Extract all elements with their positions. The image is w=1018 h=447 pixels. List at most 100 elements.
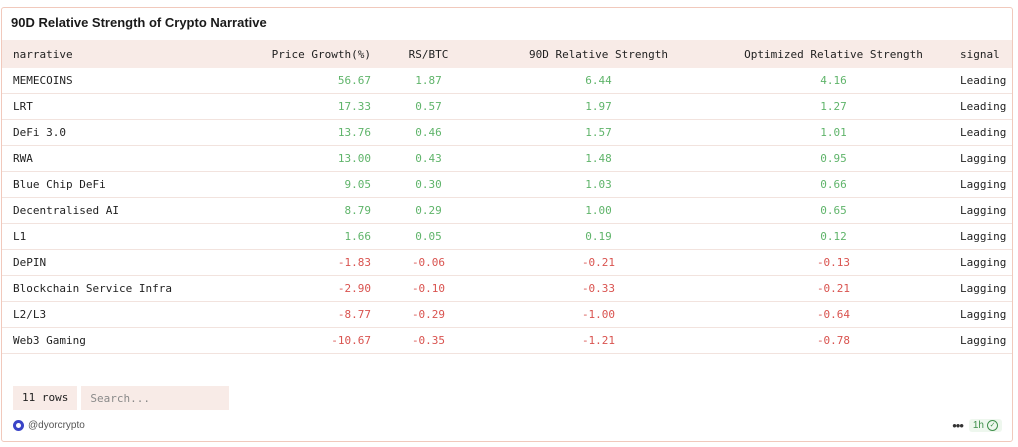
cell-signal: Lagging — [960, 308, 1007, 321]
cell-signal: Lagging — [960, 282, 1007, 295]
author-link[interactable]: @dyorcrypto — [13, 420, 85, 431]
cell-narrative: LRT — [13, 100, 33, 113]
results-table: narrative Price Growth(%) RS/BTC 90D Rel… — [2, 40, 1012, 354]
table-row[interactable]: Blue Chip DeFi 9.05 0.30 1.03 0.66 Lagging — [2, 172, 1012, 198]
cell-90d-relative-strength: -1.00 — [581, 308, 616, 321]
cell-90d-relative-strength: 1.97 — [585, 100, 612, 113]
cell-optimized-relative-strength: 1.01 — [820, 126, 847, 139]
cell-price-growth: -10.67 — [331, 334, 371, 347]
refresh-interval-label: 1h — [972, 420, 984, 431]
cell-signal: Lagging — [960, 152, 1007, 165]
cell-signal: Lagging — [960, 334, 1007, 347]
avatar — [13, 420, 24, 431]
column-header-narrative[interactable]: narrative — [13, 47, 73, 61]
author-name: @dyorcrypto — [28, 420, 85, 431]
cell-90d-relative-strength: 0.19 — [585, 230, 612, 243]
table-row[interactable]: RWA 13.00 0.43 1.48 0.95 Lagging — [2, 146, 1012, 172]
table-footer-controls: 11 rows — [13, 386, 230, 410]
table-row[interactable]: L1 1.66 0.05 0.19 0.12 Lagging — [2, 224, 1012, 250]
cell-signal: Lagging — [960, 204, 1007, 217]
cell-rs-btc: 0.29 — [415, 204, 442, 217]
check-circle-icon: ✓ — [987, 420, 998, 431]
column-header-90d-relative-strength[interactable]: 90D Relative Strength — [528, 47, 669, 61]
cell-price-growth: 56.67 — [337, 74, 371, 87]
table-body: MEMECOINS 56.67 1.87 6.44 4.16 Leading LRT 17.3… — [2, 68, 1012, 354]
cell-90d-relative-strength: -1.21 — [581, 334, 616, 347]
cell-rs-btc: 0.43 — [415, 152, 442, 165]
column-header-rs-btc[interactable]: RS/BTC — [408, 47, 449, 61]
cell-narrative: RWA — [13, 152, 33, 165]
table-row[interactable]: DePIN -1.83 -0.06 -0.21 -0.13 Lagging — [2, 250, 1012, 276]
cell-narrative: MEMECOINS — [13, 74, 73, 87]
cell-90d-relative-strength: 6.44 — [585, 74, 612, 87]
cell-rs-btc: 0.46 — [415, 126, 442, 139]
cell-price-growth: 9.05 — [344, 178, 372, 191]
cell-90d-relative-strength: 1.57 — [585, 126, 612, 139]
ellipsis-icon[interactable]: ••• — [952, 418, 964, 433]
table-row[interactable]: MEMECOINS 56.67 1.87 6.44 4.16 Leading — [2, 68, 1012, 94]
cell-price-growth: 1.66 — [344, 230, 372, 243]
cell-signal: Lagging — [960, 230, 1007, 243]
cell-signal: Lagging — [960, 256, 1007, 269]
cell-narrative: Blue Chip DeFi — [13, 178, 106, 191]
cell-narrative: L1 — [13, 230, 27, 243]
table-row[interactable]: LRT 17.33 0.57 1.97 1.27 Leading — [2, 94, 1012, 120]
cell-rs-btc: -0.35 — [411, 334, 446, 347]
cell-price-growth: -8.77 — [337, 308, 371, 321]
row-count-badge: 11 rows — [13, 386, 78, 410]
cell-narrative: Decentralised AI — [13, 204, 119, 217]
cell-optimized-relative-strength: 0.65 — [820, 204, 847, 217]
cell-signal: Leading — [960, 74, 1007, 87]
table-header-row: narrative Price Growth(%) RS/BTC 90D Rel… — [2, 40, 1012, 68]
column-header-optimized-relative-strength[interactable]: Optimized Relative Strength — [744, 47, 923, 61]
cell-price-growth: -1.83 — [337, 256, 371, 269]
table-row[interactable]: DeFi 3.0 13.76 0.46 1.57 1.01 Leading — [2, 120, 1012, 146]
cell-price-growth: 13.00 — [337, 152, 371, 165]
cell-rs-btc: 0.30 — [415, 178, 442, 191]
cell-rs-btc: 0.05 — [415, 230, 442, 243]
table-row[interactable]: Decentralised AI 8.79 0.29 1.00 0.65 Lagging — [2, 198, 1012, 224]
cell-90d-relative-strength: -0.33 — [581, 282, 616, 295]
column-header-signal[interactable]: signal — [960, 47, 1000, 61]
cell-signal: Lagging — [960, 178, 1007, 191]
cell-narrative: Blockchain Service Infra — [13, 282, 172, 295]
results-table-wrapper: narrative Price Growth(%) RS/BTC 90D Rel… — [2, 40, 1012, 354]
column-header-price-growth[interactable]: Price Growth(%) — [271, 47, 371, 61]
table-row[interactable]: Web3 Gaming -10.67 -0.35 -1.21 -0.78 Lagging — [2, 328, 1012, 354]
cell-price-growth: 8.79 — [344, 204, 372, 217]
card-title: 90D Relative Strength of Crypto Narrativ… — [11, 15, 267, 30]
cell-rs-btc: 0.57 — [415, 100, 442, 113]
cell-optimized-relative-strength: -0.78 — [816, 334, 851, 347]
cell-rs-btc: -0.29 — [411, 308, 446, 321]
cell-optimized-relative-strength: 0.12 — [820, 230, 847, 243]
cell-optimized-relative-strength: -0.64 — [816, 308, 851, 321]
cell-narrative: Web3 Gaming — [13, 334, 86, 347]
cell-optimized-relative-strength: 1.27 — [820, 100, 847, 113]
cell-optimized-relative-strength: -0.13 — [816, 256, 851, 269]
refresh-status-badge[interactable]: 1h ✓ — [968, 419, 1002, 432]
footer-actions: ••• 1h ✓ — [952, 418, 1002, 433]
cell-90d-relative-strength: 1.03 — [585, 178, 612, 191]
chart-card: 90D Relative Strength of Crypto Narrativ… — [1, 7, 1013, 442]
cell-rs-btc: -0.06 — [411, 256, 446, 269]
cell-optimized-relative-strength: -0.21 — [816, 282, 851, 295]
cell-price-growth: -2.90 — [337, 282, 371, 295]
cell-price-growth: 17.33 — [337, 100, 371, 113]
cell-90d-relative-strength: 1.48 — [585, 152, 612, 165]
cell-rs-btc: 1.87 — [415, 74, 442, 87]
cell-optimized-relative-strength: 0.66 — [820, 178, 847, 191]
cell-90d-relative-strength: -0.21 — [581, 256, 616, 269]
cell-signal: Leading — [960, 100, 1007, 113]
cell-signal: Leading — [960, 126, 1007, 139]
search-input[interactable] — [81, 386, 230, 410]
cell-narrative: DeFi 3.0 — [13, 126, 66, 139]
cell-optimized-relative-strength: 0.95 — [820, 152, 847, 165]
table-row[interactable]: L2/L3 -8.77 -0.29 -1.00 -0.64 Lagging — [2, 302, 1012, 328]
cell-optimized-relative-strength: 4.16 — [820, 74, 847, 87]
cell-rs-btc: -0.10 — [411, 282, 446, 295]
cell-narrative: DePIN — [13, 256, 47, 269]
cell-price-growth: 13.76 — [337, 126, 371, 139]
cell-narrative: L2/L3 — [13, 308, 47, 321]
table-row[interactable]: Blockchain Service Infra -2.90 -0.10 -0.33 -… — [2, 276, 1012, 302]
cell-90d-relative-strength: 1.00 — [585, 204, 612, 217]
